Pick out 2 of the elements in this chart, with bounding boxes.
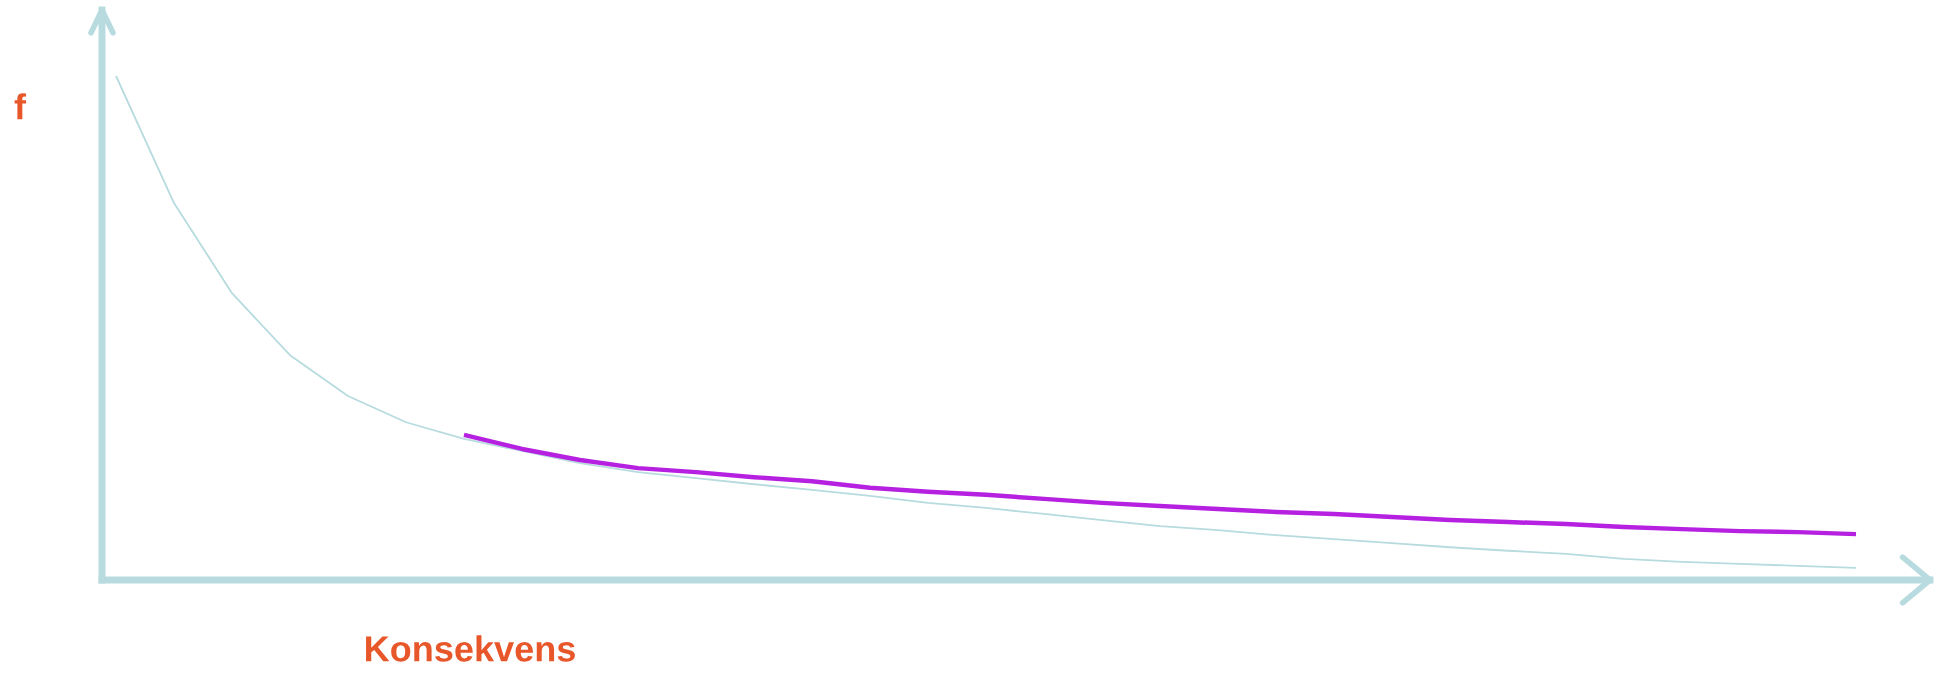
y-axis-title: f bbox=[14, 93, 27, 120]
x-axis-title: Konsekvens bbox=[366, 635, 575, 662]
